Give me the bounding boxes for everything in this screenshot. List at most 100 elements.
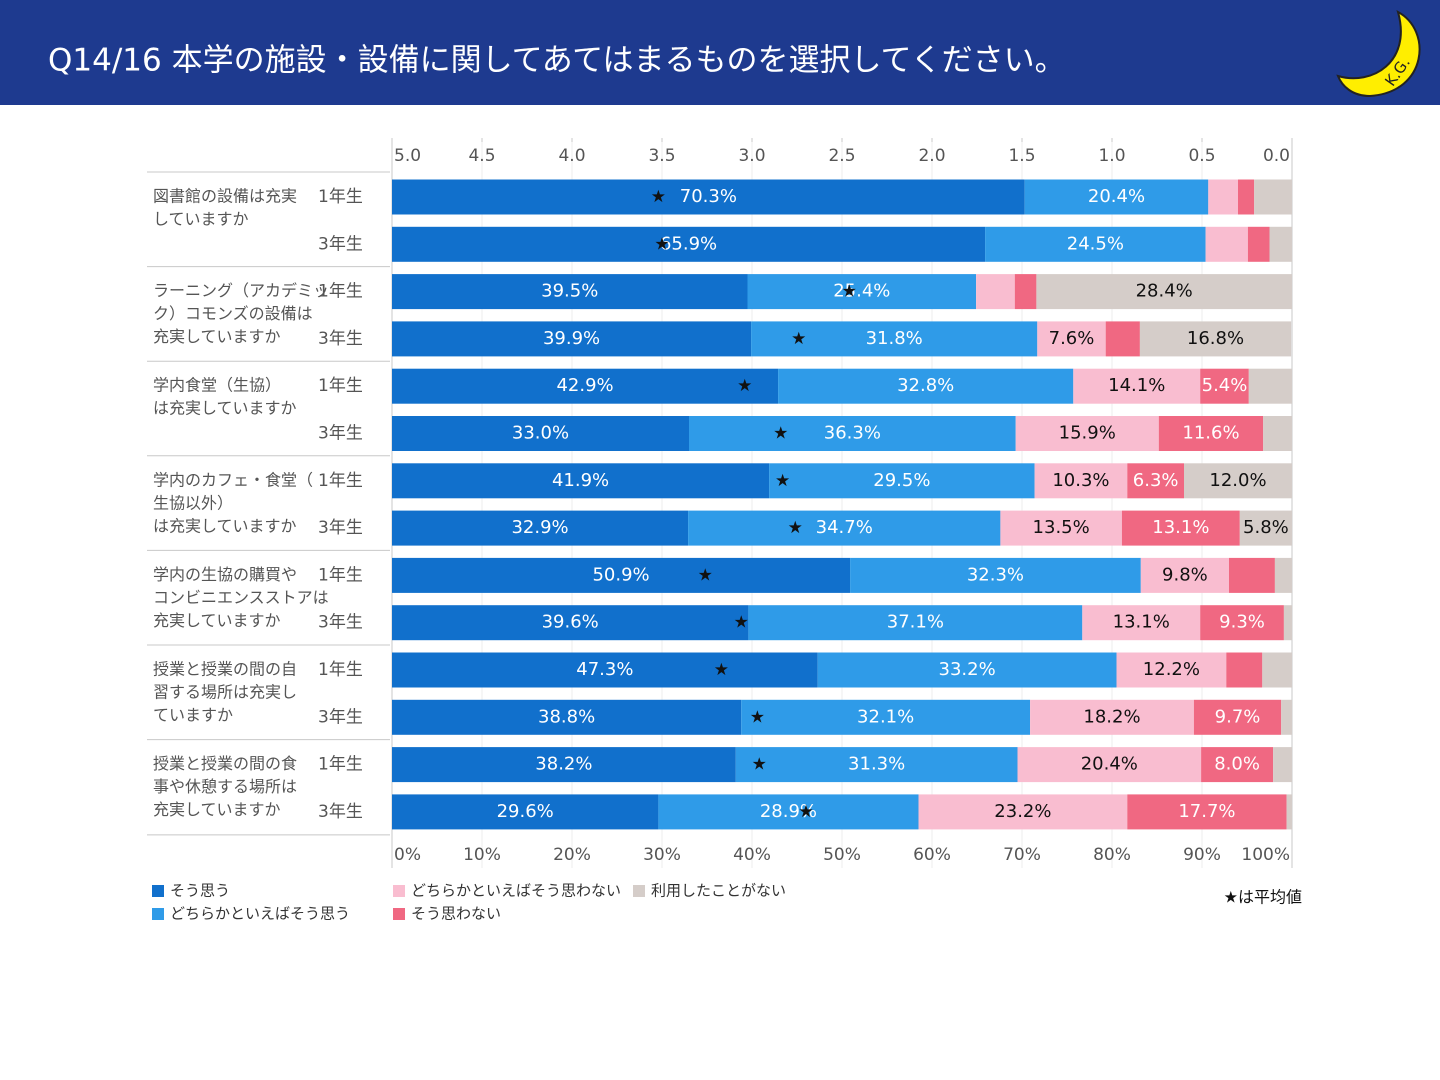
value-label: 16.8% [1187,328,1244,349]
x-tick-label: 60% [913,845,951,865]
value-label: 42.9% [556,375,613,396]
category-label: 1年生 [318,282,363,302]
bar-segment [1239,510,1292,546]
bar-segment [1139,321,1292,357]
category-label: 3年生 [318,234,363,254]
x-tick-label: 80% [1093,845,1131,865]
value-label: 9.7% [1215,706,1261,727]
category-label: 3年生 [318,424,363,444]
bar-segment [741,699,1031,735]
group-label: 授業と授業の間の自 [153,660,297,679]
bar-segment [1247,226,1270,262]
average-marker: ★ [654,234,669,254]
group-label: コンビニエンスストアは [153,588,329,607]
value-label: 20.4% [1088,186,1145,207]
value-label: 32.8% [897,375,954,396]
bar-segment [1269,226,1292,262]
bar-segment [1193,699,1282,735]
value-label: 15.9% [1059,423,1116,444]
bar-segment [1127,463,1184,499]
bar-segment [1283,605,1292,641]
bar-segment [392,463,770,499]
value-label: 7.6% [1049,328,1095,349]
value-label: 10.3% [1052,470,1109,491]
value-label: 50.9% [592,564,649,585]
value-label: 36.3% [824,423,881,444]
average-marker: ★ [734,613,749,633]
x-tick-label: 50% [823,845,861,865]
value-label: 5.4% [1202,375,1248,396]
group-label: 充実していますか [153,611,281,630]
x-tick-label: 70% [1003,845,1041,865]
bar-segment [751,321,1038,357]
bar-segment [985,226,1206,262]
value-label: 25.4% [833,281,890,302]
category-label: 3年生 [318,707,363,727]
x2-tick-label: 0.0 [1263,146,1290,166]
bar-segment [1116,652,1227,688]
value-label: 6.3% [1133,470,1179,491]
x-tick-label: 40% [733,845,771,865]
value-label: 33.2% [939,659,996,680]
bar-segment [817,652,1117,688]
bar-segment [392,274,748,310]
legend-swatch [633,885,645,897]
bar-segment [392,321,752,357]
bar-segment [1105,321,1140,357]
category-label: 3年生 [318,518,363,538]
average-marker: ★ [788,518,803,538]
category-label: 3年生 [318,802,363,822]
category-label: 1年生 [318,376,363,396]
group-label: 学内食堂（生協） [153,376,281,395]
category-label: 1年生 [318,755,363,775]
category-label: 1年生 [318,565,363,585]
group-label: ラーニング（アカデミッ [153,281,329,300]
value-label: 20.4% [1081,754,1138,775]
x2-tick-label: 0.5 [1188,146,1215,166]
legend-label: 利用したことがない [651,882,786,900]
bar-segment [748,605,1083,641]
moon [1336,10,1421,98]
bar-segment [1205,226,1248,262]
bar-segment [1184,463,1292,499]
average-marker: ★ [842,282,857,302]
value-label: 12.2% [1143,659,1200,680]
average-marker: ★ [714,660,729,680]
bar-segment [1036,274,1292,310]
bar-segment [658,794,919,830]
value-label: 33.0% [512,423,569,444]
group-label: 習する場所は充実し [153,683,297,702]
legend-label: どちらかといえばそう思わない [411,882,621,900]
legend-swatch [393,885,405,897]
legend-swatch [152,885,164,897]
bar-segment [392,557,851,593]
value-label: 32.1% [857,706,914,727]
x2-tick-label: 1.5 [1008,146,1035,166]
category-label: 3年生 [318,613,363,633]
value-label: 9.8% [1162,564,1208,585]
bar-segment [392,368,779,404]
legend-swatch [393,908,405,920]
x-tick-label: 90% [1183,845,1221,865]
bar-segment [1082,605,1201,641]
bar-segment [1030,699,1194,735]
bar-segment [1208,179,1238,215]
bar-segment [1014,274,1037,310]
x2-tick-label: 2.0 [918,146,945,166]
value-label: 24.5% [1067,233,1124,254]
bar-segment [1073,368,1201,404]
x-tick-label: 20% [553,845,591,865]
bar-segment [1127,794,1287,830]
x-tick-label: 100% [1241,845,1290,865]
x2-tick-label: 4.0 [558,146,585,166]
x-tick-label: 0% [394,845,421,865]
bar-segment [1226,652,1263,688]
legend-label: そう思う [170,882,230,900]
value-label: 32.3% [967,564,1024,585]
x-tick-label: 10% [463,845,501,865]
bar-segment [1024,179,1209,215]
value-label: 39.6% [542,612,599,633]
legend-swatch [152,908,164,920]
average-marker: ★ [798,802,813,822]
